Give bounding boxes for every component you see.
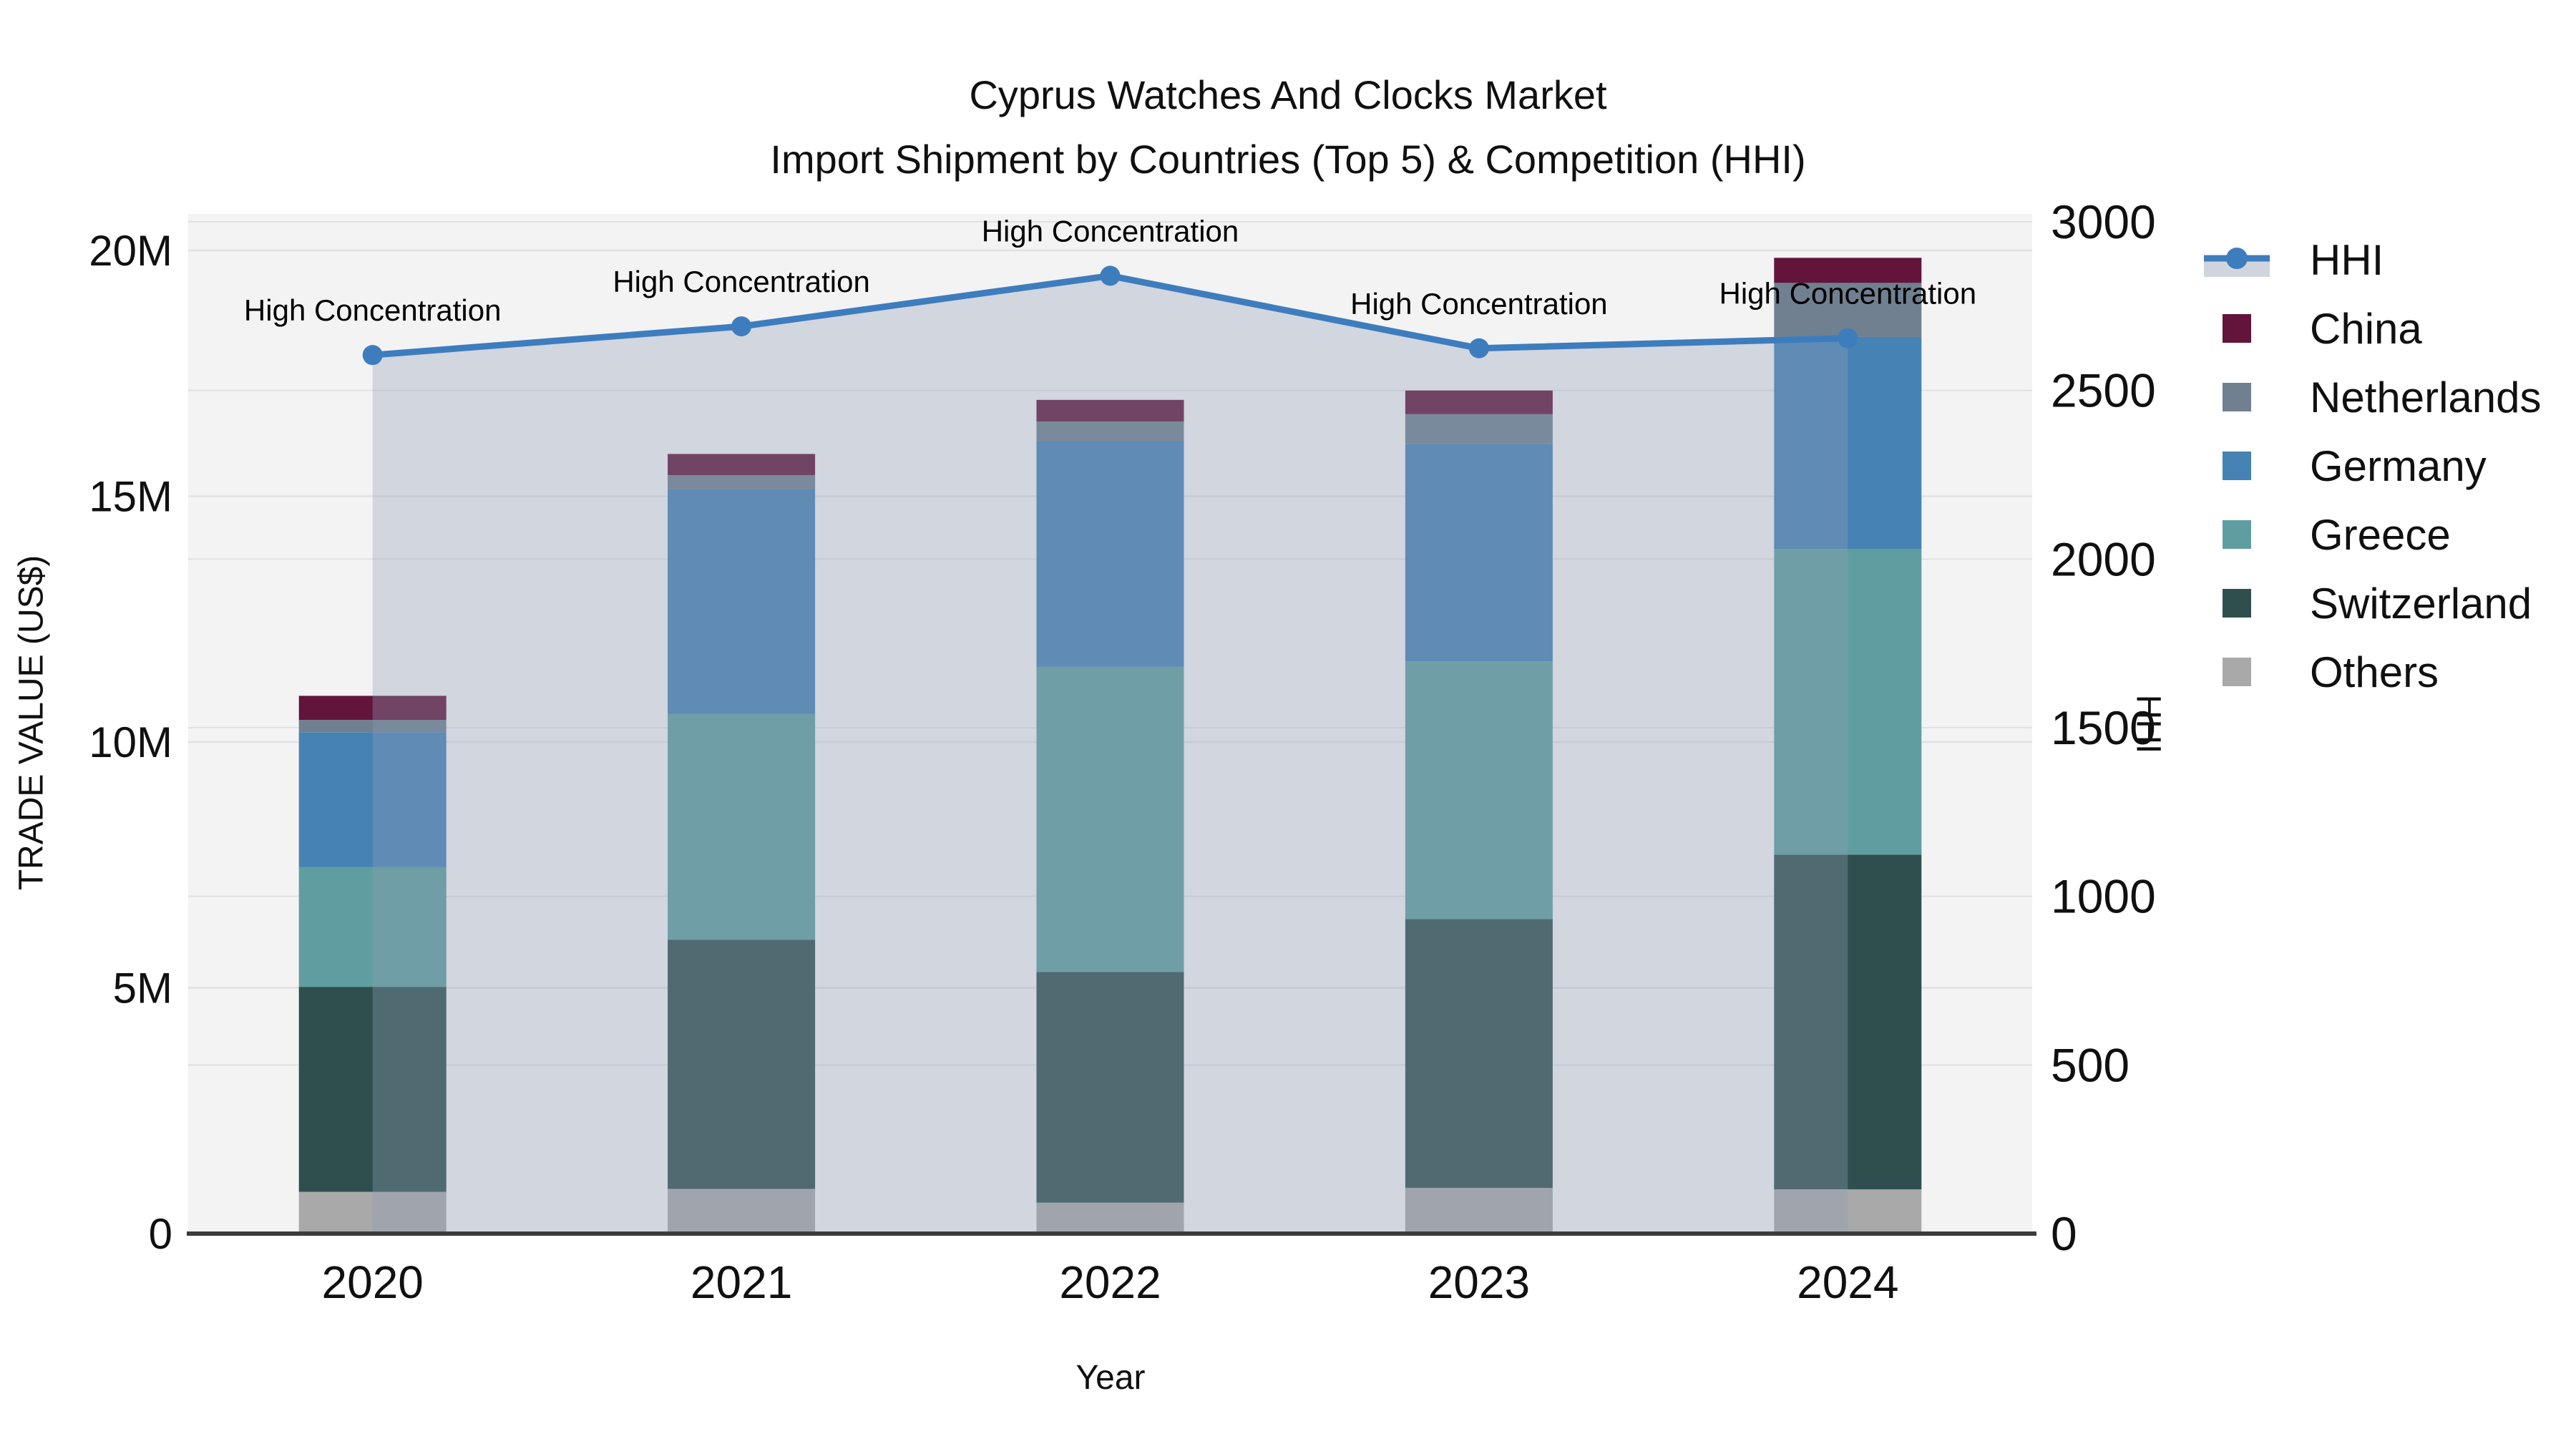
bar-segment-germany — [1774, 336, 1922, 550]
hhi-marker — [1468, 338, 1489, 358]
hhi-marker — [362, 345, 383, 366]
bar-segment-greece — [668, 713, 816, 940]
legend-swatch-icon — [2202, 658, 2310, 686]
bar-segment-switzerland — [1036, 972, 1184, 1203]
annotation-high-concentration: High Concentration — [1350, 287, 1608, 321]
bar-segment-netherlands — [668, 474, 816, 489]
bar-segment-greece — [298, 867, 447, 987]
bar-segment-china — [1036, 399, 1184, 422]
bar-segment-netherlands — [298, 720, 447, 733]
bar-segment-switzerland — [298, 987, 447, 1192]
legend-swatch-icon — [2202, 589, 2310, 618]
y-right-tick-label: 0 — [2051, 1207, 2077, 1260]
legend-label: Others — [2310, 648, 2439, 696]
bar-segment-netherlands — [1036, 421, 1184, 441]
hhi-line-icon — [2202, 238, 2310, 281]
legend-item-hhi[interactable]: HHI — [2202, 225, 2575, 294]
bar-2021 — [668, 454, 816, 1234]
legend-item-netherlands[interactable]: Netherlands — [2202, 363, 2575, 431]
legend-item-greece[interactable]: Greece — [2202, 500, 2575, 569]
bar-segment-netherlands — [1774, 283, 1922, 337]
legend: HHI China Netherlands Germany Greece Switzerl… — [2202, 225, 2575, 706]
legend-item-switzerland[interactable]: Switzerland — [2202, 569, 2575, 638]
bar-segment-switzerland — [1774, 854, 1922, 1190]
y-right-tick-label: 500 — [2051, 1038, 2129, 1091]
bar-segment-germany — [1405, 444, 1553, 662]
x-tick-label: 2020 — [322, 1257, 424, 1308]
legend-label: Switzerland — [2310, 579, 2532, 628]
bar-segment-china — [668, 454, 816, 475]
annotation-high-concentration: High Concentration — [982, 214, 1239, 248]
legend-label: Netherlands — [2310, 373, 2542, 421]
bar-segment-china — [1774, 258, 1922, 283]
x-axis-title: Year — [1075, 1359, 1146, 1397]
x-tick-label: 2023 — [1428, 1257, 1530, 1308]
legend-swatch-icon — [2202, 314, 2310, 343]
y-left-tick-label: 10M — [89, 718, 172, 766]
legend-item-others[interactable]: Others — [2202, 638, 2575, 706]
bar-segment-germany — [668, 489, 816, 714]
y-left-tick-label: 15M — [89, 473, 172, 521]
legend-label: Greece — [2310, 510, 2451, 559]
y-right-tick-label: 1500 — [2051, 701, 2156, 754]
bar-segment-others — [1036, 1202, 1184, 1234]
hhi-marker — [731, 316, 752, 337]
legend-swatch-icon — [2202, 520, 2310, 549]
bar-segment-others — [298, 1191, 447, 1234]
bar-segment-others — [1405, 1188, 1553, 1234]
y-left-tick-label: 20M — [89, 227, 172, 275]
y-axis-title-right: HHI — [2129, 694, 2167, 754]
bar-segment-china — [1405, 390, 1553, 414]
y-axis-title-left: TRADE VALUE (US$) — [12, 555, 51, 891]
y-right-tick-label: 1000 — [2051, 870, 2156, 923]
bar-segment-netherlands — [1405, 414, 1553, 444]
hhi-marker — [1838, 328, 1858, 348]
hhi-marker — [1100, 265, 1121, 286]
x-tick-label: 2021 — [691, 1257, 792, 1308]
bar-2024 — [1774, 258, 1922, 1234]
annotation-high-concentration: High Concentration — [613, 265, 870, 298]
legend-label: HHI — [2310, 235, 2384, 284]
chart-title: Cyprus Watches And Clocks Market Import … — [0, 63, 2576, 192]
bar-2023 — [1405, 390, 1553, 1234]
y-right-tick-label: 2000 — [2051, 532, 2156, 585]
bar-segment-switzerland — [1405, 919, 1553, 1189]
bar-segment-greece — [1774, 549, 1922, 855]
bar-segment-others — [1774, 1189, 1922, 1234]
chart-title-line2: Import Shipment by Countries (Top 5) & C… — [770, 137, 1806, 182]
legend-swatch-icon — [2202, 452, 2310, 480]
y-right-tick-label: 2500 — [2051, 364, 2156, 417]
annotation-high-concentration: High Concentration — [244, 293, 502, 327]
bar-segment-others — [668, 1189, 816, 1234]
bar-segment-germany — [298, 732, 447, 867]
x-tick-label: 2024 — [1797, 1257, 1898, 1308]
chart-title-line1: Cyprus Watches And Clocks Market — [969, 72, 1607, 117]
y-right-tick-label: 3000 — [2051, 195, 2156, 248]
bar-segment-china — [298, 696, 447, 721]
legend-label: China — [2310, 304, 2422, 353]
y-left-tick-label: 0 — [149, 1210, 172, 1258]
bar-2022 — [1036, 399, 1184, 1234]
bar-2020 — [298, 696, 447, 1234]
bar-segment-germany — [1036, 441, 1184, 667]
legend-item-china[interactable]: China — [2202, 294, 2575, 363]
legend-label: Germany — [2310, 441, 2487, 490]
bar-segment-greece — [1036, 666, 1184, 972]
y-left-tick-label: 5M — [113, 965, 172, 1013]
hhi-band-fill — [372, 275, 1848, 1234]
annotation-high-concentration: High Concentration — [1719, 277, 1977, 311]
legend-swatch-icon — [2202, 383, 2310, 411]
bar-segment-switzerland — [668, 940, 816, 1189]
legend-item-germany[interactable]: Germany — [2202, 431, 2575, 500]
x-tick-label: 2022 — [1059, 1257, 1161, 1308]
bar-segment-greece — [1405, 661, 1553, 919]
